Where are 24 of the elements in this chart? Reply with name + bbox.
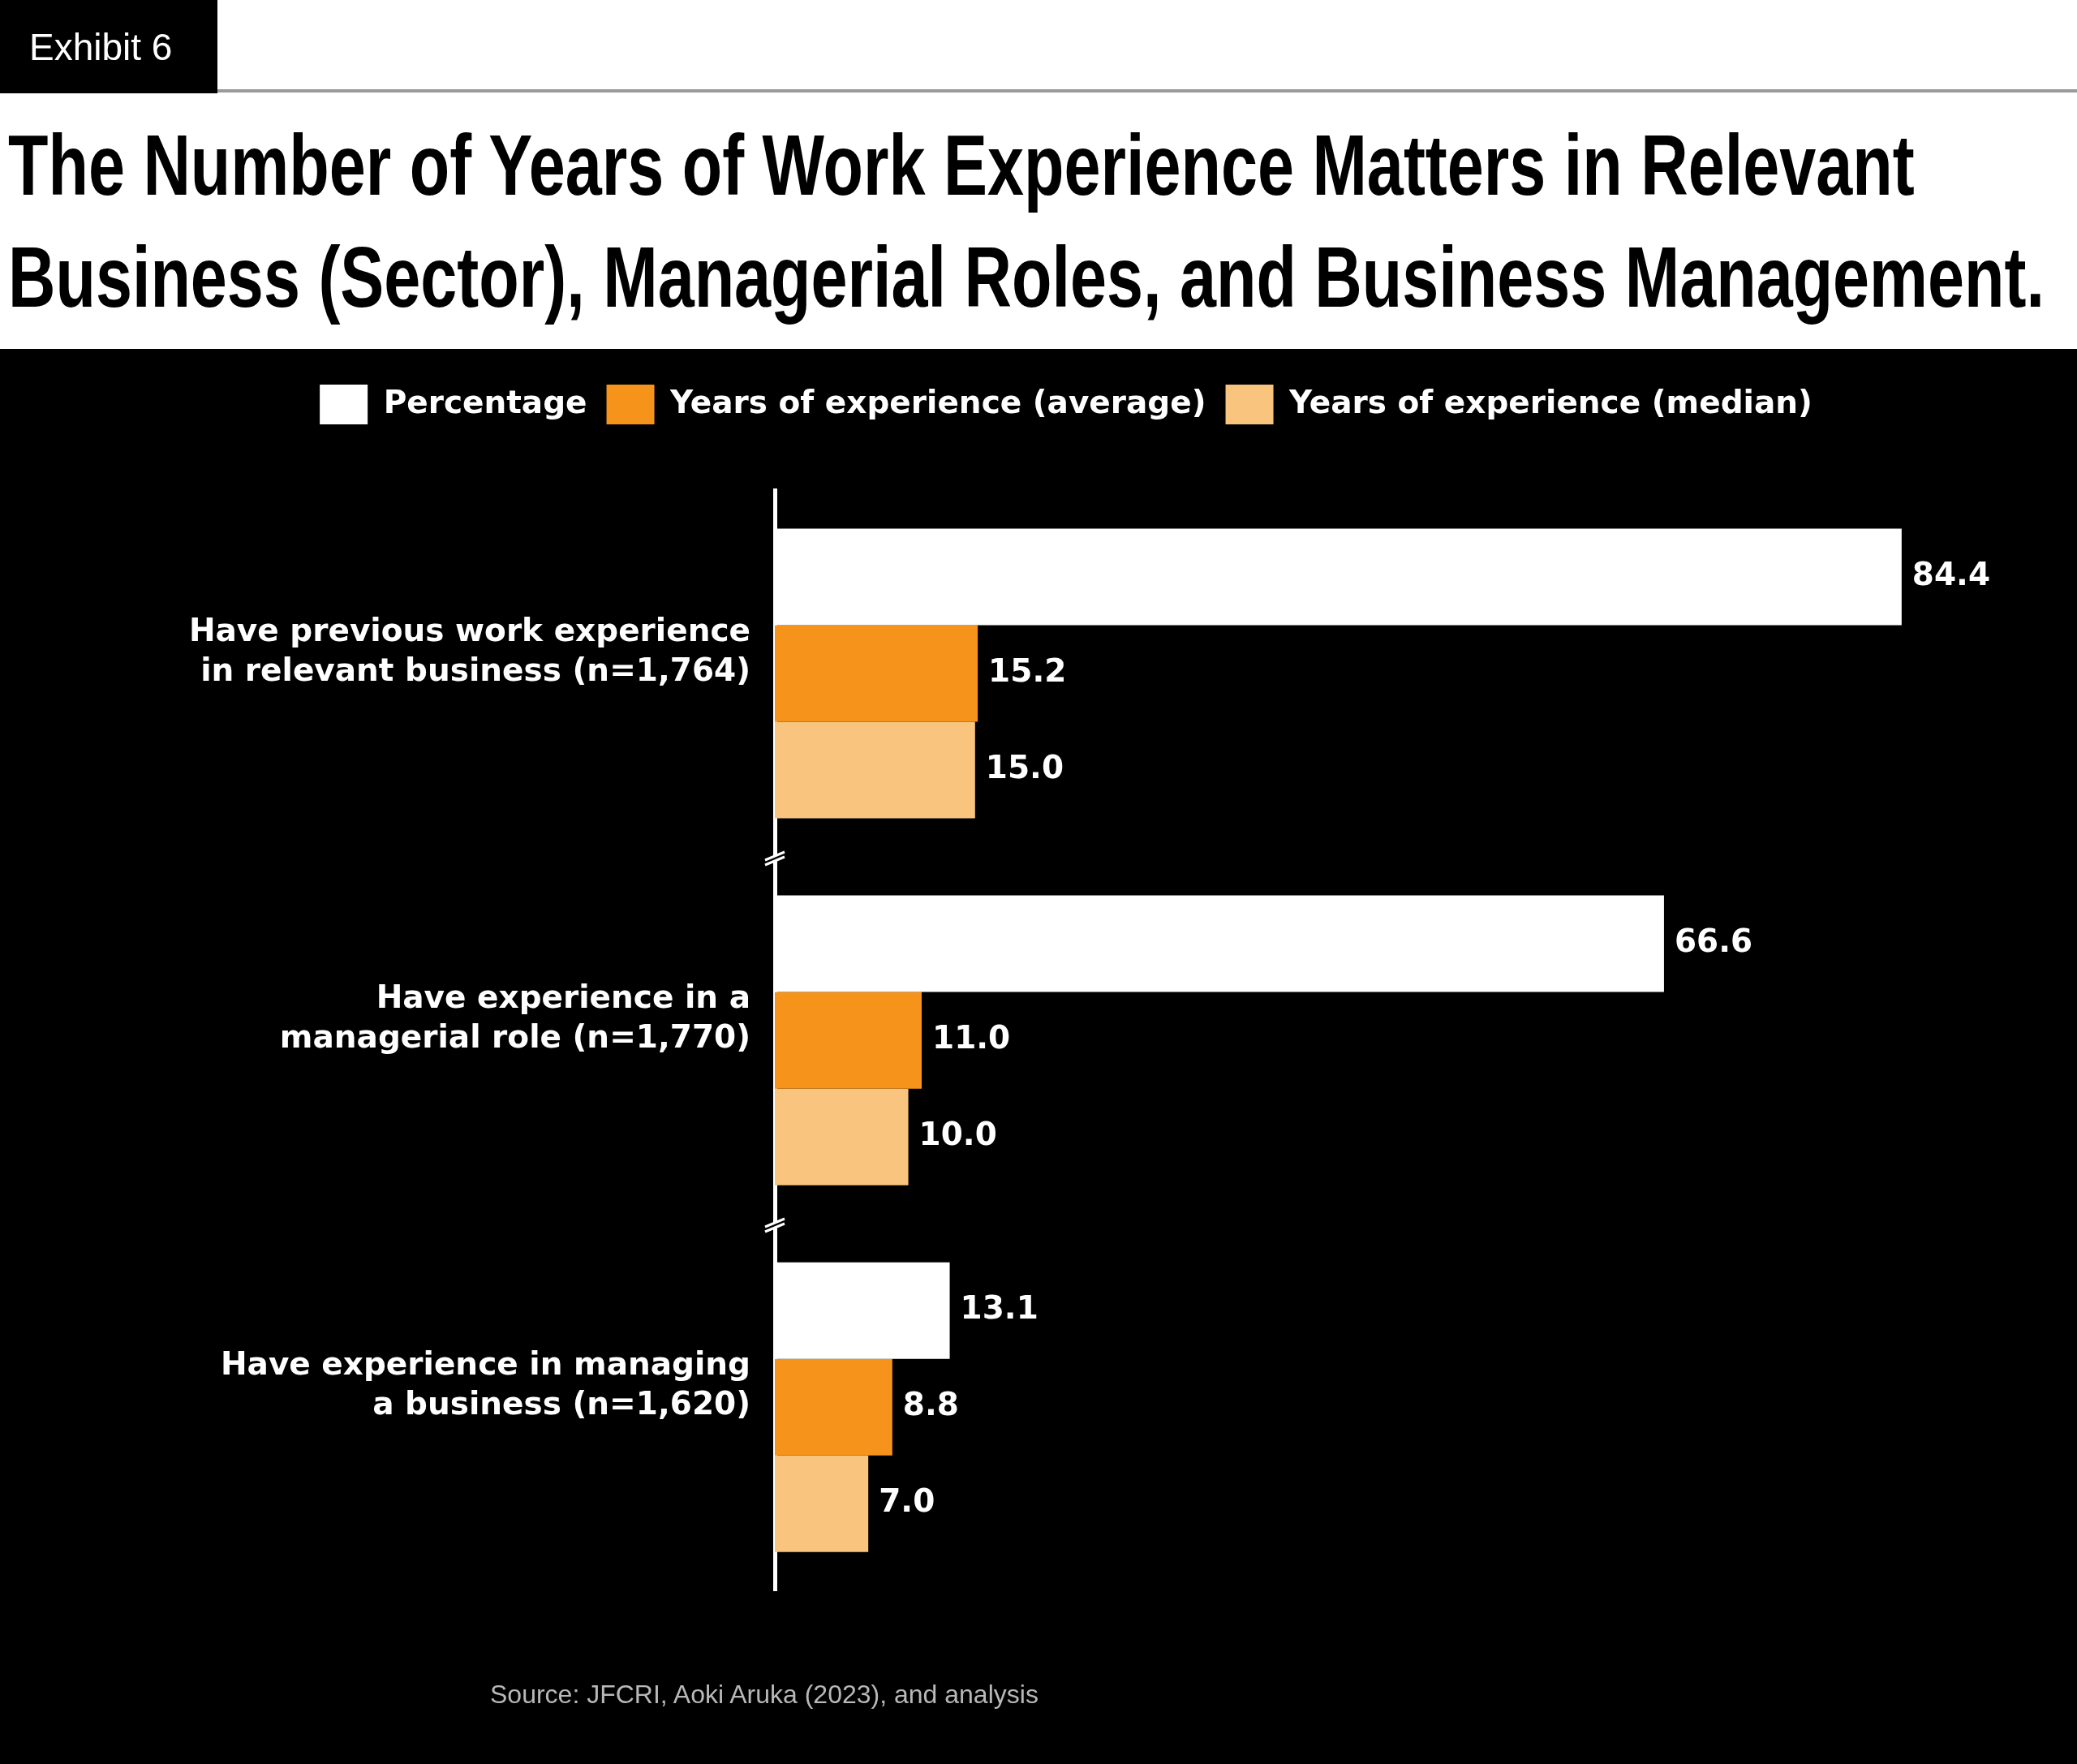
bar bbox=[775, 625, 978, 722]
data-label: 8.8 bbox=[902, 1386, 959, 1423]
data-label: 7.0 bbox=[879, 1482, 935, 1520]
bar bbox=[775, 992, 922, 1089]
data-label: 15.0 bbox=[985, 749, 1064, 786]
source-note: Source: JFCRI, Aoki Aruka (2023), and analysis bbox=[490, 1679, 1038, 1710]
y-tick-label: Have previous work experience in relevant business (n=1,764) bbox=[188, 611, 750, 688]
bar bbox=[775, 721, 975, 819]
data-label: 84.4 bbox=[1911, 556, 1991, 593]
data-label: 66.6 bbox=[1674, 923, 1753, 960]
text: Exhibit 6 bbox=[29, 26, 173, 68]
bar bbox=[775, 1358, 892, 1456]
data-label: 13.1 bbox=[960, 1289, 1038, 1327]
chart-title: The Number of Years of Work Experience Matters in Relevant Business (Sector), Managerial Roles, and Business Management. bbox=[8, 116, 2045, 326]
bar bbox=[775, 1088, 909, 1185]
legend-label: Years of experience (average) bbox=[669, 383, 1206, 420]
y-tick-label: Have experience in managing a business (n=1,620) bbox=[220, 1345, 750, 1422]
data-label: 11.0 bbox=[932, 1019, 1011, 1056]
data-label: 15.2 bbox=[988, 652, 1067, 690]
legend-label: Years of experience (median) bbox=[1288, 383, 1813, 420]
bar bbox=[775, 1455, 869, 1552]
legend-label: Percentage bbox=[383, 383, 587, 420]
y-tick-label: Have experience in a managerial role (n=1,770) bbox=[279, 978, 750, 1055]
data-label: 10.0 bbox=[918, 1116, 997, 1153]
